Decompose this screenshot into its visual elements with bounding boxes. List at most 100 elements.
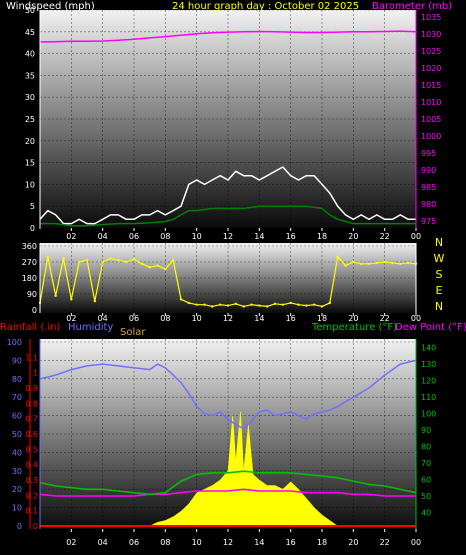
wind-y-tick-label: 40 (25, 50, 35, 59)
baro-y-tick-label: 1010 (421, 98, 441, 107)
wind-direction-point (179, 298, 183, 301)
baro-y-tick-label: 1035 (421, 13, 441, 22)
rain-axis-label: Rainfall (.in) (0, 322, 61, 333)
wind-direction-point (62, 257, 65, 260)
wind-direction-point (312, 303, 316, 306)
rain-y-tick-label: 0.7 (25, 415, 38, 424)
x-tick-label: 12 (223, 314, 233, 323)
wind-y-tick-label: 50 (25, 6, 35, 15)
humidity-y-tick-label: 100 (7, 338, 22, 347)
humidity-y-tick-label: 20 (12, 485, 22, 494)
temp-y-tick-label: 110 (421, 393, 436, 402)
wind-y-tick-label: 20 (25, 137, 35, 146)
x-tick-label: 18 (317, 538, 327, 547)
wind-direction-point (187, 301, 191, 305)
x-tick-label: 04 (98, 314, 108, 323)
baro-y-tick-label: 1015 (421, 81, 441, 90)
x-tick-label: 16 (286, 538, 296, 547)
dir-y-tick-label: 360 (22, 242, 37, 251)
wind-direction-point (305, 304, 308, 307)
dew-point-line (39, 488, 416, 497)
wind-direction-point (352, 260, 355, 264)
x-tick-label: 08 (160, 314, 170, 323)
wind-direction-point (265, 305, 269, 308)
x-tick-label: 22 (380, 538, 390, 547)
wind-direction-point (391, 261, 394, 265)
wind-direction-point (218, 303, 222, 306)
wind-direction-point (273, 302, 277, 305)
dir-y-tick-label: 90 (27, 290, 37, 299)
rain-y-tick-label: 0.2 (25, 491, 38, 500)
wind-direction-point (93, 299, 97, 303)
wind-direction-point (70, 298, 73, 301)
temp-y-tick-label: 120 (421, 376, 436, 385)
baro-y-tick-label: 975 (421, 217, 436, 226)
wind-y-tick-label: 30 (25, 93, 35, 102)
wind-direction-point (281, 303, 285, 306)
dir-y-tick-label: 270 (22, 258, 37, 267)
humidity-line (39, 359, 417, 430)
x-tick-label: 14 (254, 232, 264, 241)
rain-y-tick-label: 1.1 (25, 353, 38, 362)
rain-y-tick-label: 0.5 (25, 445, 38, 454)
wind-y-tick-label: 5 (30, 202, 35, 211)
baro-axis-label: Barometer (mb) (372, 1, 452, 12)
x-tick-label: 00 (411, 538, 421, 547)
wind-direction-point (250, 303, 253, 306)
rain-y-tick-label: 0.6 (25, 430, 38, 439)
x-tick-label: 22 (380, 232, 390, 241)
rain-y-tick-label: 0.4 (25, 461, 38, 470)
wind-direction-point (344, 264, 347, 267)
wind-direction-point (77, 260, 81, 264)
wind-direction-point (211, 305, 214, 308)
temp-y-tick-label: 50 (421, 492, 431, 501)
x-tick-label: 18 (317, 314, 327, 323)
humidity-y-tick-label: 80 (12, 375, 22, 384)
x-tick-label: 16 (286, 232, 296, 241)
wind-direction-point (297, 303, 300, 306)
baro-y-tick-label: 985 (421, 183, 436, 192)
rain-y-tick-label: 0.8 (25, 399, 38, 408)
wind-direction-point (195, 303, 198, 306)
dir-y-tick-label: 180 (22, 274, 37, 283)
x-tick-label: 02 (66, 314, 76, 323)
humidity-y-tick-label: 40 (12, 448, 22, 457)
wind-direction-point (242, 305, 245, 308)
compass-label-n: N (435, 300, 443, 313)
rain-y-tick-label: 1 (33, 369, 38, 378)
humidity-y-tick-label: 10 (12, 504, 22, 513)
x-tick-label: 04 (98, 232, 108, 241)
dew-axis-label: Dew Point (°F) (395, 322, 466, 333)
temp-y-tick-label: 60 (421, 475, 431, 484)
compass-label-w: W (434, 252, 445, 265)
wind-direction-point (328, 301, 332, 305)
wind-gust-line (40, 205, 416, 227)
wind-direction-point (140, 262, 144, 265)
x-tick-label: 22 (380, 314, 390, 323)
wind-direction-point (375, 261, 379, 265)
baro-y-tick-label: 990 (421, 166, 436, 175)
wind-direction-point (101, 260, 104, 264)
temp-y-tick-label: 90 (421, 426, 431, 435)
temp-y-tick-label: 80 (421, 442, 431, 451)
rain-y-tick-label: 0.1 (25, 507, 38, 516)
temp-y-tick-label: 100 (421, 409, 436, 418)
humidity-y-tick-label: 60 (12, 412, 22, 421)
wind-direction-point (406, 261, 410, 265)
x-tick-label: 12 (223, 232, 233, 241)
x-tick-label: 16 (286, 314, 296, 323)
wind-direction-point (320, 305, 324, 308)
baro-y-tick-label: 980 (421, 200, 436, 209)
wind-direction-point (171, 259, 175, 262)
rain-y-tick-label: 0.9 (25, 384, 38, 393)
wind-direction-point (336, 255, 339, 258)
baro-y-tick-label: 1020 (421, 64, 441, 73)
wind-direction-point (164, 267, 167, 271)
x-tick-label: 20 (348, 314, 358, 323)
wind-direction-point (46, 255, 50, 258)
wind-direction-point (54, 294, 57, 297)
baro-y-tick-label: 1030 (421, 30, 441, 39)
temp-y-tick-label: 40 (421, 508, 431, 517)
